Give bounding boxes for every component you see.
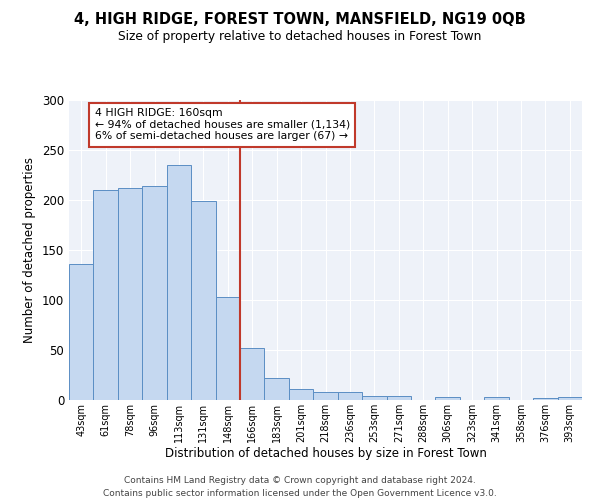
Bar	[313, 392, 338, 400]
Bar	[436, 397, 460, 400]
Bar	[265, 378, 289, 400]
Bar	[557, 397, 582, 400]
Bar	[167, 165, 191, 400]
Bar	[69, 264, 94, 400]
Bar	[240, 348, 265, 400]
Bar	[118, 188, 142, 400]
Bar	[191, 201, 215, 400]
Bar	[386, 396, 411, 400]
Bar	[338, 392, 362, 400]
Text: Contains public sector information licensed under the Open Government Licence v3: Contains public sector information licen…	[103, 489, 497, 498]
Bar	[94, 190, 118, 400]
Text: 4 HIGH RIDGE: 160sqm
← 94% of detached houses are smaller (1,134)
6% of semi-det: 4 HIGH RIDGE: 160sqm ← 94% of detached h…	[95, 108, 350, 141]
Bar	[533, 398, 557, 400]
Bar	[362, 396, 386, 400]
Bar	[142, 186, 167, 400]
Text: Size of property relative to detached houses in Forest Town: Size of property relative to detached ho…	[118, 30, 482, 43]
Bar	[289, 389, 313, 400]
Y-axis label: Number of detached properties: Number of detached properties	[23, 157, 37, 343]
Text: Contains HM Land Registry data © Crown copyright and database right 2024.: Contains HM Land Registry data © Crown c…	[124, 476, 476, 485]
Bar	[484, 397, 509, 400]
Bar	[215, 297, 240, 400]
Text: 4, HIGH RIDGE, FOREST TOWN, MANSFIELD, NG19 0QB: 4, HIGH RIDGE, FOREST TOWN, MANSFIELD, N…	[74, 12, 526, 28]
Text: Distribution of detached houses by size in Forest Town: Distribution of detached houses by size …	[164, 448, 487, 460]
